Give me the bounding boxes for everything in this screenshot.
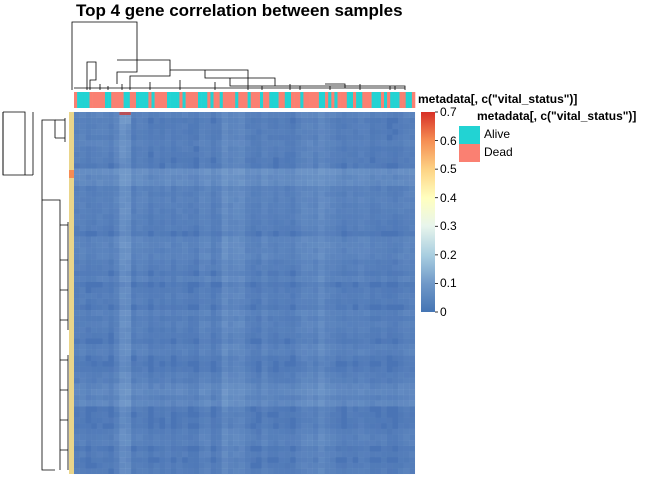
heatmap-body [74, 112, 416, 475]
color-scale-tick-label: 0.3 [440, 219, 457, 234]
color-scale-tick-label: 0.5 [440, 162, 457, 177]
row-dendrogram [2, 111, 69, 471]
column-dendrogram [71, 21, 406, 90]
legend-key-dead [459, 144, 480, 162]
chart-title: Top 4 gene correlation between samples [76, 1, 403, 20]
color-scale-tick-label: 0.7 [440, 105, 457, 119]
legend-title: metadata[, c("vital_status")] [477, 109, 637, 123]
legend-label-alive: Alive [484, 127, 511, 141]
color-scale-tick-label: 0 [440, 305, 447, 319]
color-scale-tick-label: 0.6 [440, 133, 457, 148]
color-scale-tick-label: 0.1 [440, 276, 457, 291]
color-scale-tick-label: 0.4 [440, 190, 457, 205]
color-scale-bar [421, 112, 435, 312]
column-annotation-bar [74, 92, 416, 108]
color-scale-tick-label: 0.2 [440, 247, 457, 262]
annotation-title: metadata[, c("vital_status")] [418, 92, 578, 106]
legend-key-alive [459, 126, 480, 144]
row-annotation-strip [69, 112, 74, 474]
legend-label-dead: Dead [484, 145, 513, 159]
